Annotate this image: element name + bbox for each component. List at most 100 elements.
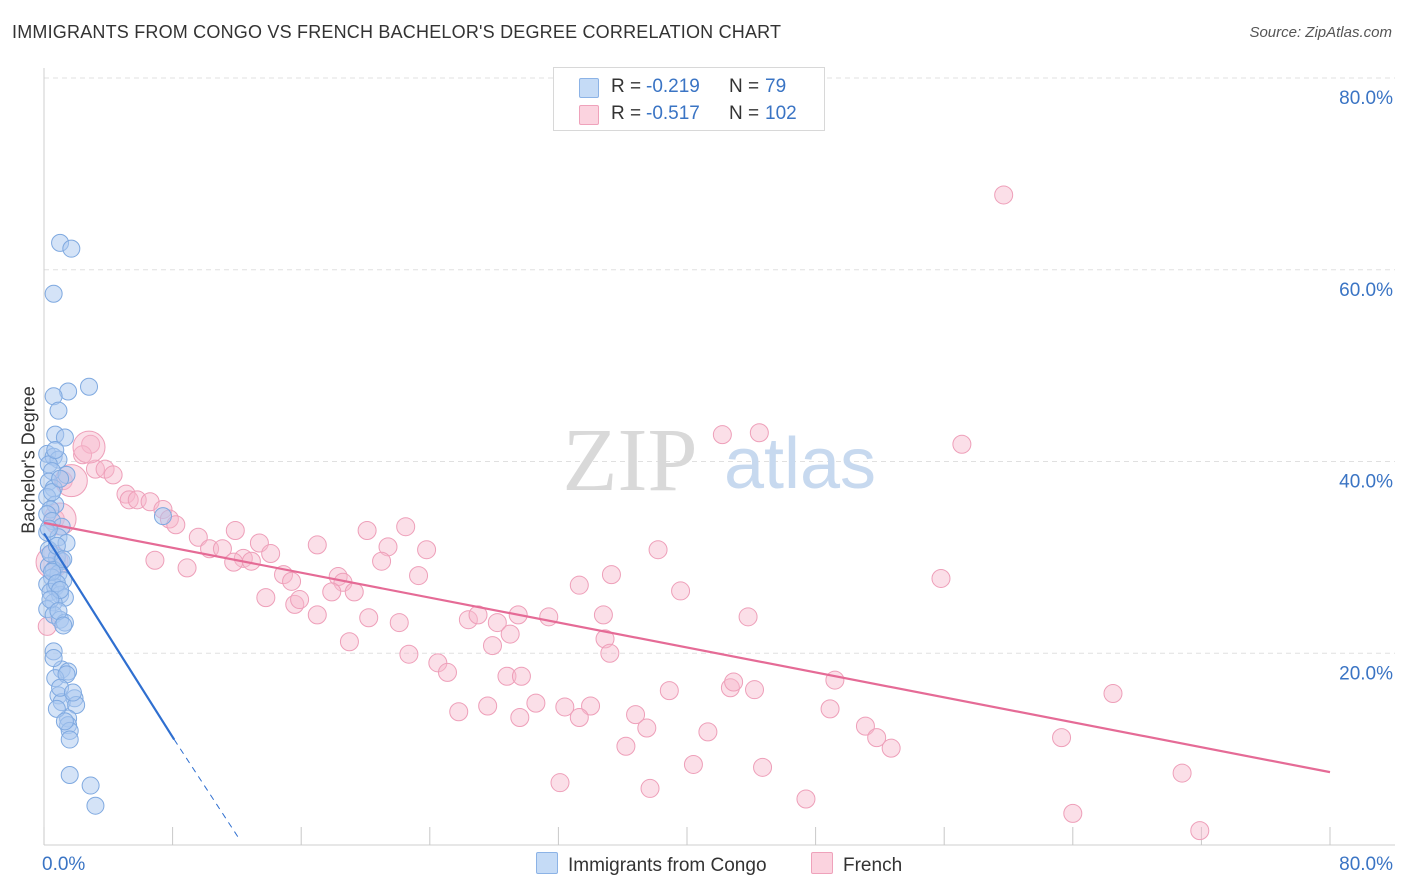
french-point bbox=[855, 716, 875, 736]
congo-point bbox=[43, 483, 62, 502]
french-point bbox=[224, 552, 244, 572]
french-point bbox=[449, 702, 469, 722]
french-point bbox=[81, 434, 101, 454]
bottom-legend-french: French bbox=[811, 852, 902, 877]
french-point bbox=[952, 434, 972, 454]
legend-r-value: -0.219 bbox=[646, 76, 700, 97]
congo-point bbox=[44, 649, 63, 668]
french-point bbox=[738, 607, 758, 627]
french-point bbox=[745, 680, 765, 700]
french-point bbox=[225, 521, 245, 541]
french-point bbox=[396, 517, 416, 537]
legend-n-value: 102 bbox=[765, 103, 797, 124]
french-point bbox=[1190, 821, 1210, 841]
french-point bbox=[526, 693, 546, 713]
french-point bbox=[389, 613, 409, 633]
french-point bbox=[640, 778, 660, 798]
congo-point bbox=[46, 440, 65, 459]
congo-point bbox=[81, 776, 100, 795]
chart-source: Source: ZipAtlas.com bbox=[1249, 24, 1392, 41]
y-axis-label: Bachelor's Degree bbox=[18, 386, 39, 534]
french-point bbox=[428, 653, 448, 673]
french-point bbox=[825, 670, 845, 690]
french-point bbox=[626, 705, 646, 725]
congo-point bbox=[49, 401, 68, 420]
congo-point bbox=[62, 239, 81, 258]
french-point bbox=[550, 773, 570, 793]
french-point bbox=[595, 629, 615, 649]
x-tick-label: 80.0% bbox=[1339, 854, 1393, 875]
french-point bbox=[307, 535, 327, 555]
french-point bbox=[458, 610, 478, 630]
french-point bbox=[749, 423, 769, 443]
french-point bbox=[637, 718, 657, 738]
y-tick-label: 40.0% bbox=[1339, 472, 1393, 493]
french-point bbox=[820, 699, 840, 719]
congo-point bbox=[54, 550, 73, 569]
congo-point bbox=[80, 377, 99, 396]
french-point bbox=[322, 582, 342, 602]
legend-n-value: 79 bbox=[765, 76, 787, 97]
french-point bbox=[372, 551, 392, 571]
french-point bbox=[290, 590, 310, 610]
french-point bbox=[357, 521, 377, 541]
congo-point bbox=[44, 284, 63, 303]
french-point bbox=[724, 672, 744, 692]
french-point bbox=[478, 696, 498, 716]
french-point bbox=[994, 185, 1014, 205]
french-point bbox=[399, 644, 419, 664]
french-point bbox=[796, 789, 816, 809]
french-point bbox=[593, 605, 613, 625]
french-point bbox=[166, 515, 186, 535]
french-point bbox=[569, 575, 589, 595]
french-point bbox=[539, 607, 559, 627]
congo-point bbox=[60, 730, 79, 749]
french-point bbox=[648, 540, 668, 560]
french-point bbox=[659, 681, 679, 701]
french-point bbox=[500, 624, 520, 644]
congo-point bbox=[39, 519, 58, 538]
french-point bbox=[103, 465, 123, 485]
french-point bbox=[581, 696, 601, 716]
congo-point bbox=[153, 507, 172, 526]
legend-r-label: R = bbox=[611, 76, 642, 97]
french-point bbox=[256, 588, 276, 608]
french-point bbox=[359, 608, 379, 628]
congo-point bbox=[51, 469, 70, 488]
french-point bbox=[437, 662, 457, 682]
french-point bbox=[339, 632, 359, 652]
french-point bbox=[261, 544, 281, 564]
french-point bbox=[1052, 728, 1072, 748]
french-points bbox=[35, 185, 1210, 841]
legend-row-french: R = -0.517 N = 102 bbox=[554, 101, 824, 127]
french-point-large bbox=[72, 430, 106, 464]
legend-n-label: N = bbox=[729, 103, 760, 124]
french-point bbox=[1063, 803, 1083, 823]
congo-point bbox=[55, 428, 74, 447]
french-point bbox=[482, 636, 502, 656]
french-point bbox=[600, 643, 620, 663]
french-point bbox=[378, 537, 398, 557]
bottom-legend-congo: Immigrants from Congo bbox=[536, 852, 767, 877]
bottom-legend-label-congo: Immigrants from Congo bbox=[568, 855, 767, 876]
french-point bbox=[344, 582, 364, 602]
congo-point bbox=[55, 712, 74, 731]
french-point bbox=[497, 666, 517, 686]
trend-lines bbox=[43, 521, 1331, 841]
french-point bbox=[601, 565, 621, 585]
y-tick-label: 60.0% bbox=[1339, 280, 1393, 301]
legend-n-label: N = bbox=[729, 76, 760, 97]
congo-point bbox=[86, 796, 105, 815]
french-trend-line bbox=[43, 521, 1331, 774]
french-point bbox=[931, 568, 951, 588]
congo-trend-line bbox=[43, 532, 176, 741]
french-point bbox=[720, 678, 740, 698]
french-point bbox=[881, 738, 901, 758]
french-point bbox=[511, 666, 531, 686]
french-point bbox=[616, 736, 636, 756]
french-point bbox=[409, 566, 429, 586]
congo-point bbox=[63, 683, 82, 702]
french-point bbox=[555, 697, 575, 717]
french-point bbox=[85, 459, 105, 479]
